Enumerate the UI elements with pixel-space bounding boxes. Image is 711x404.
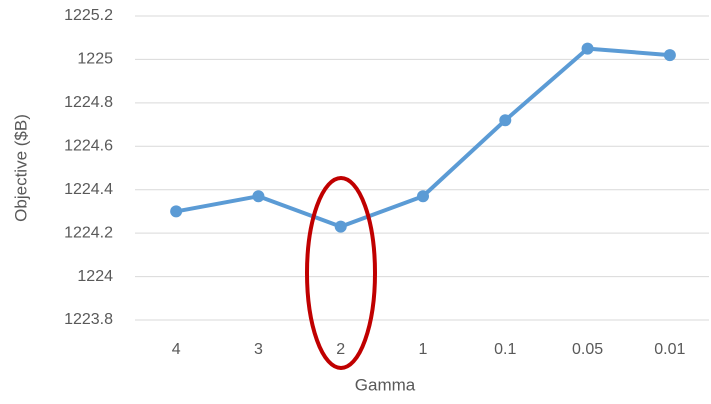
marks [170,42,676,233]
y-tick-label: 1225.2 [64,7,113,24]
point [417,190,429,203]
point [252,190,265,203]
y-tick-label: 1225 [77,51,113,68]
x-axis-title: Gamma [355,375,416,394]
y-tick-label: 1224.8 [64,94,113,111]
y-tick-label: 1223.8 [64,311,113,328]
y-axis-title: Objective ($B) [11,114,30,222]
y-tick-label: 1224.4 [64,181,113,198]
grid [135,15,709,321]
point [170,205,183,218]
y-tick-label: 1224 [77,268,113,285]
x-tick-label: 0.1 [494,341,516,358]
point [663,49,676,62]
point [499,114,512,127]
x-tick-label: 3 [254,341,263,358]
point [334,220,347,233]
x-tick-label: 0.05 [572,341,603,358]
x-tick-label: 4 [172,341,181,358]
highlight-ellipse [305,176,377,370]
x-tick-label: 2 [336,341,345,358]
y-tick-label: 1224.6 [64,138,113,155]
x-tick-label: 1 [419,341,428,358]
point [581,42,594,55]
x-tick-label: 0.01 [654,341,685,358]
y-tick-label: 1224.2 [64,224,113,241]
